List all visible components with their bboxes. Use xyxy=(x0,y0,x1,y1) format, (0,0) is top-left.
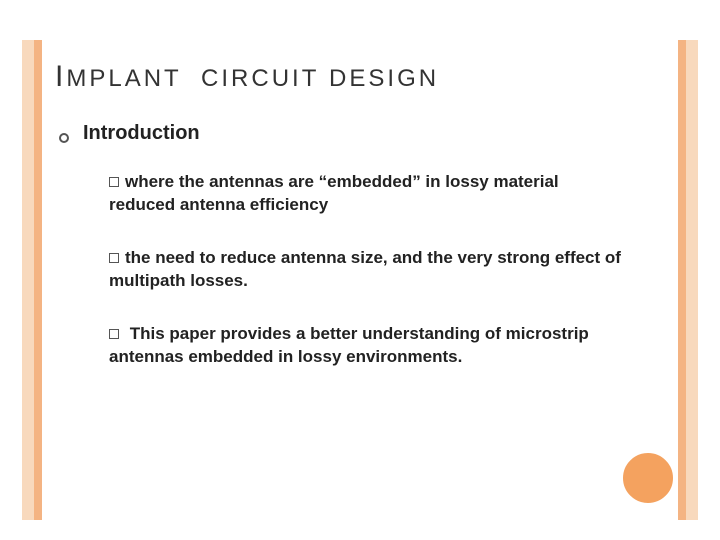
left-stripe-inner xyxy=(34,40,42,520)
accent-circle xyxy=(620,450,676,506)
bullet-list: where the antennas are “embedded” in los… xyxy=(109,171,625,369)
title-word-3: DESIGN xyxy=(329,65,439,92)
right-stripe-inner xyxy=(678,40,686,520)
title-word-2: CIRCUIT xyxy=(201,65,319,92)
title-space-1 xyxy=(182,65,201,92)
bullet-text: where the antennas are “embedded” in los… xyxy=(109,172,559,214)
slide: IMPLANT CIRCUIT DESIGN Introduction wher… xyxy=(0,0,720,540)
square-bullet-icon xyxy=(109,253,119,263)
title-cap-1: I xyxy=(55,60,66,93)
bullet-text: the need to reduce antenna size, and the… xyxy=(109,248,621,290)
left-stripe-outer xyxy=(22,40,34,520)
section-row: Introduction xyxy=(59,122,665,145)
list-item: This paper provides a better understandi… xyxy=(109,323,625,369)
section-heading: Introduction xyxy=(83,122,200,145)
square-bullet-icon xyxy=(109,329,119,339)
title-space-2 xyxy=(319,65,329,92)
list-item: where the antennas are “embedded” in los… xyxy=(109,171,625,217)
title-rest-1: MPLANT xyxy=(66,65,181,92)
right-stripe-outer xyxy=(686,40,698,520)
ring-bullet-icon xyxy=(59,133,69,143)
bullet-text: This paper provides a better understandi… xyxy=(109,324,589,366)
square-bullet-icon xyxy=(109,177,119,187)
slide-title: IMPLANT CIRCUIT DESIGN xyxy=(55,60,665,94)
list-item: the need to reduce antenna size, and the… xyxy=(109,247,625,293)
